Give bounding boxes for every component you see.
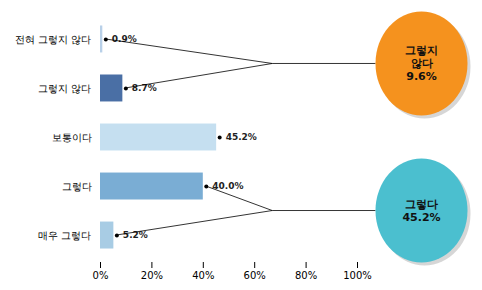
svg-text:매우 그렇다: 매우 그렇다 (38, 230, 91, 241)
svg-text:20%: 20% (141, 270, 163, 281)
svg-text:전혀 그렇지 않다: 전혀 그렇지 않다 (15, 34, 91, 45)
svg-text:그렇지 않다: 그렇지 않다 (38, 83, 91, 94)
svg-text:0%: 0% (93, 270, 109, 281)
svg-text:8.7%: 8.7% (131, 83, 157, 94)
svg-text:45.2%: 45.2% (226, 132, 257, 142)
svg-text:60%: 60% (244, 270, 266, 281)
svg-text:그렇다: 그렇다 (62, 181, 92, 192)
svg-text:40%: 40% (192, 270, 214, 281)
svg-text:보통이다: 보통이다 (52, 132, 92, 143)
svg-text:5.2%: 5.2% (122, 230, 148, 241)
svg-text:40.0%: 40.0% (212, 181, 244, 192)
svg-text:그렇다45.2%: 그렇다45.2% (402, 198, 440, 224)
svg-text:80%: 80% (295, 270, 317, 281)
svg-text:그렇지않다9.6%: 그렇지않다9.6% (405, 44, 438, 83)
svg-text:0.9%: 0.9% (111, 34, 137, 45)
svg-text:100%: 100% (343, 270, 372, 281)
